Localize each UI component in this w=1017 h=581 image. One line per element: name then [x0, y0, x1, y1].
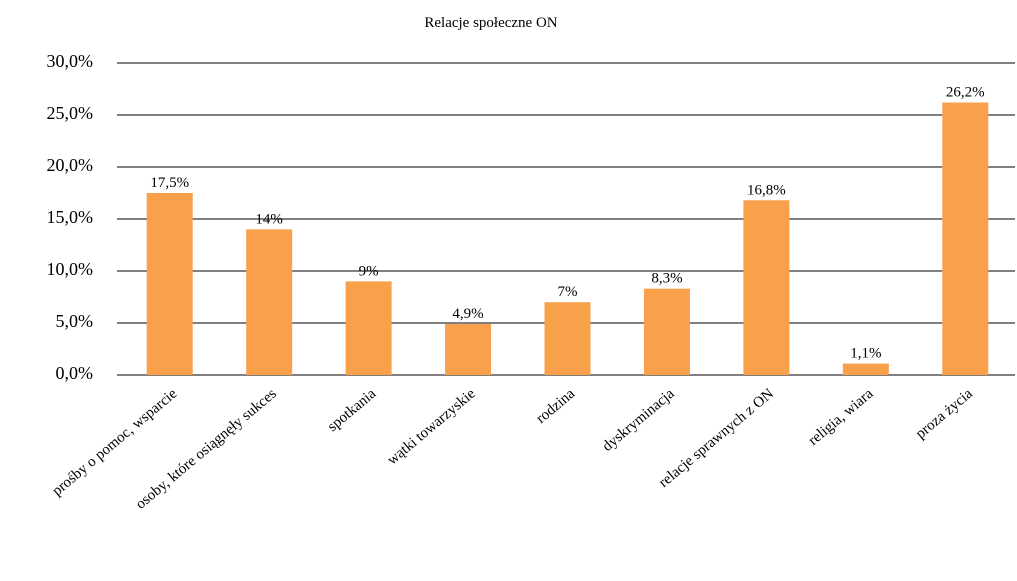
value-label: 14%	[255, 211, 283, 227]
value-label: 16,8%	[747, 182, 786, 198]
bar	[544, 302, 591, 375]
bar	[942, 102, 989, 376]
y-tick-label: 20,0%	[47, 155, 94, 175]
value-label: 8,3%	[651, 271, 682, 287]
bar	[445, 324, 492, 375]
bar	[246, 229, 293, 375]
y-tick-label: 15,0%	[47, 207, 94, 227]
y-tick-label: 5,0%	[56, 311, 94, 331]
x-tick-label: spotkania	[325, 386, 380, 435]
bar	[743, 200, 790, 375]
value-label: 4,9%	[452, 306, 483, 322]
y-tick-label: 0,0%	[56, 363, 94, 383]
bar	[345, 281, 392, 375]
x-tick-label: religia, wiara	[806, 386, 877, 449]
bar	[146, 193, 193, 375]
x-tick-label: proza życia	[913, 386, 976, 443]
value-label: 9%	[359, 263, 379, 279]
value-label: 17,5%	[150, 175, 189, 191]
y-tick-label: 30,0%	[47, 51, 94, 71]
y-tick-label: 10,0%	[47, 259, 94, 279]
x-tick-label: dyskryminacja	[600, 386, 678, 455]
x-tick-label: relacje sprawnych z ON	[656, 386, 777, 491]
x-tick-label: wątki towarzyskie	[384, 386, 478, 469]
x-tick-label: rodzina	[533, 386, 578, 427]
value-label: 7%	[558, 284, 578, 300]
bar	[643, 288, 690, 375]
y-tick-label: 25,0%	[47, 103, 94, 123]
value-label: 26,2%	[946, 85, 985, 101]
value-label: 1,1%	[850, 346, 881, 362]
chart-title: Relacje społeczne ON	[424, 15, 557, 31]
bar	[842, 363, 889, 375]
